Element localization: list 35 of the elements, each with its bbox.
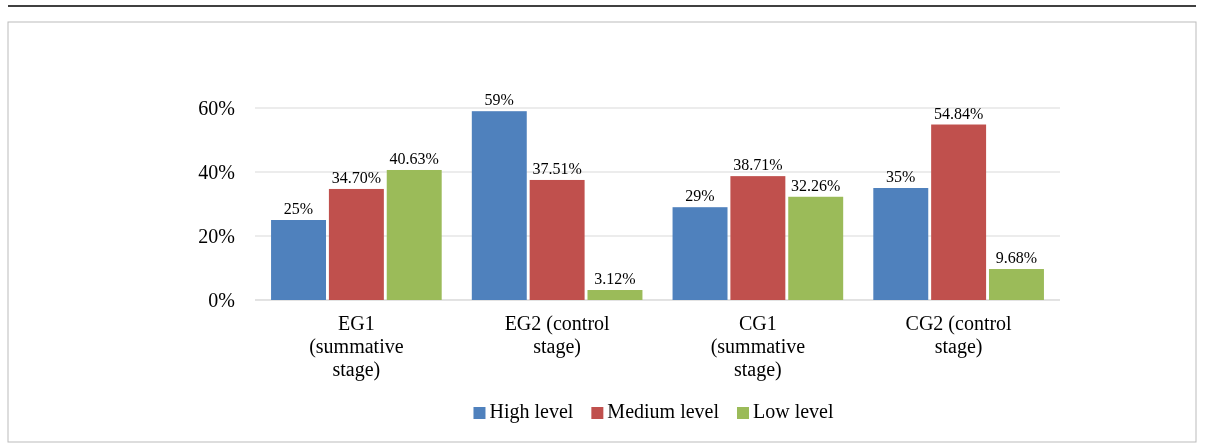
- y-tick-label: 20%: [198, 224, 235, 247]
- bar: [328, 188, 384, 300]
- legend-label: Low level: [752, 400, 834, 422]
- data-label: 9.68%: [995, 249, 1038, 267]
- data-label: 25%: [283, 200, 314, 217]
- bar: [271, 220, 327, 300]
- bar: [386, 169, 442, 300]
- bar: [529, 179, 585, 300]
- bar: [873, 188, 929, 300]
- data-label: 59%: [484, 91, 514, 109]
- bar: [587, 290, 643, 300]
- y-tick-label: 0%: [208, 288, 235, 311]
- bar: [471, 111, 527, 300]
- bar: [672, 207, 728, 300]
- y-tick-label: 40%: [198, 160, 235, 183]
- y-tick-label: 60%: [198, 96, 235, 119]
- data-label: 37.51%: [532, 159, 582, 177]
- data-label: 40.63%: [389, 149, 439, 167]
- x-tick-label: EG1 (summative stage): [309, 312, 404, 381]
- bar: [988, 269, 1044, 300]
- data-label: 3.12%: [594, 270, 636, 288]
- legend-label: Medium level: [607, 400, 720, 422]
- legend-label: High level: [489, 400, 574, 423]
- data-label: 32.26%: [791, 176, 841, 194]
- data-label: 34.70%: [331, 168, 382, 186]
- bar: [931, 124, 987, 300]
- data-label: 38.71%: [733, 156, 783, 174]
- bar: [730, 176, 786, 300]
- x-tick-label: CG2 (control stage): [905, 312, 1013, 358]
- bar: [788, 196, 844, 300]
- x-tick-label: CG1 (summative stage): [710, 312, 806, 381]
- data-label: 35%: [886, 168, 916, 185]
- data-label: 29%: [685, 187, 715, 205]
- x-tick-label: EG2 (control stage): [504, 312, 611, 358]
- data-label: 54.84%: [933, 104, 984, 122]
